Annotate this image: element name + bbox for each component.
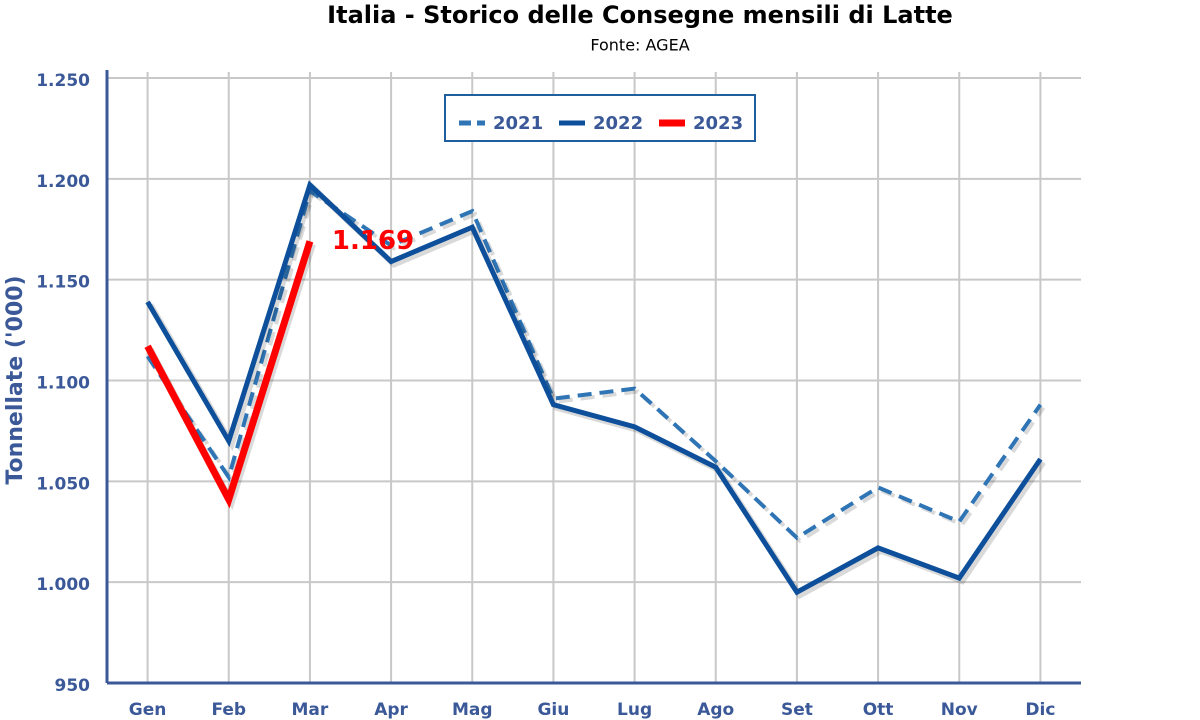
y-tick-label: 1.100 bbox=[36, 374, 90, 394]
y-tick-label: 1.200 bbox=[36, 172, 90, 192]
y-tick-label: 1.150 bbox=[36, 273, 90, 293]
x-tick-label: Apr bbox=[374, 700, 408, 720]
series-line bbox=[144, 240, 314, 509]
x-tick-label: Set bbox=[781, 700, 813, 720]
y-tick-label: 1.250 bbox=[36, 71, 90, 91]
x-tick-label: Nov bbox=[941, 700, 978, 720]
legend-label: 2021 bbox=[493, 113, 543, 134]
y-tick-label: 950 bbox=[55, 676, 91, 696]
legend: 2021 2022 2023 bbox=[444, 94, 756, 142]
y-axis-label: Tonnellate ('000) bbox=[3, 275, 28, 484]
series-shadow bbox=[147, 182, 1046, 600]
y-tick-label: 1.000 bbox=[36, 575, 90, 595]
chart-title: Italia - Storico delle Consegne mensili … bbox=[327, 1, 953, 29]
series-line bbox=[145, 180, 1043, 596]
series-shadow bbox=[148, 190, 1046, 544]
legend-label: 2023 bbox=[693, 113, 743, 134]
series-line bbox=[145, 187, 1043, 541]
legend-box bbox=[444, 94, 756, 142]
x-tick-label: Giu bbox=[537, 700, 569, 720]
legend-label: 2022 bbox=[593, 113, 643, 134]
y-tick-label: 1.050 bbox=[36, 474, 90, 494]
x-tick-label: Ott bbox=[863, 700, 894, 720]
x-tick-label: Mar bbox=[292, 700, 329, 720]
chart-subtitle: Fonte: AGEA bbox=[590, 36, 689, 55]
x-tick-label: Dic bbox=[1025, 700, 1055, 720]
x-tick-label: Feb bbox=[211, 700, 246, 720]
data-label: 1.169 bbox=[332, 226, 414, 256]
x-tick-label: Mag bbox=[452, 700, 493, 720]
x-tick-label: Lug bbox=[617, 700, 652, 720]
x-tick-label: Ago bbox=[697, 700, 734, 720]
x-tick-label: Gen bbox=[129, 700, 167, 720]
